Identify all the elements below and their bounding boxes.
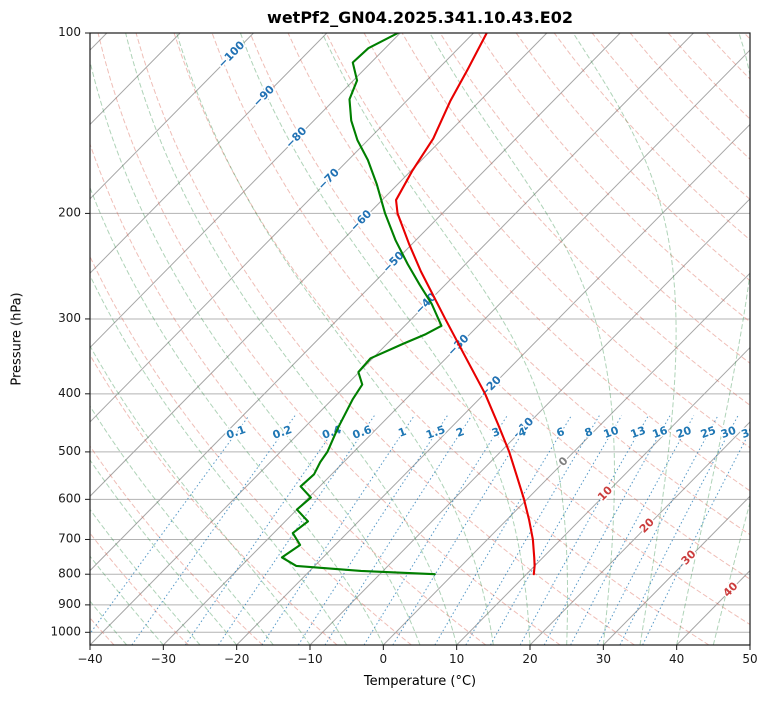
chart-title: wetPf2_GN04.2025.341.10.43.E02	[267, 8, 573, 27]
x-axis-label: Temperature (°C)	[363, 674, 477, 689]
y-axis-label: Pressure (hPa)	[9, 292, 25, 386]
